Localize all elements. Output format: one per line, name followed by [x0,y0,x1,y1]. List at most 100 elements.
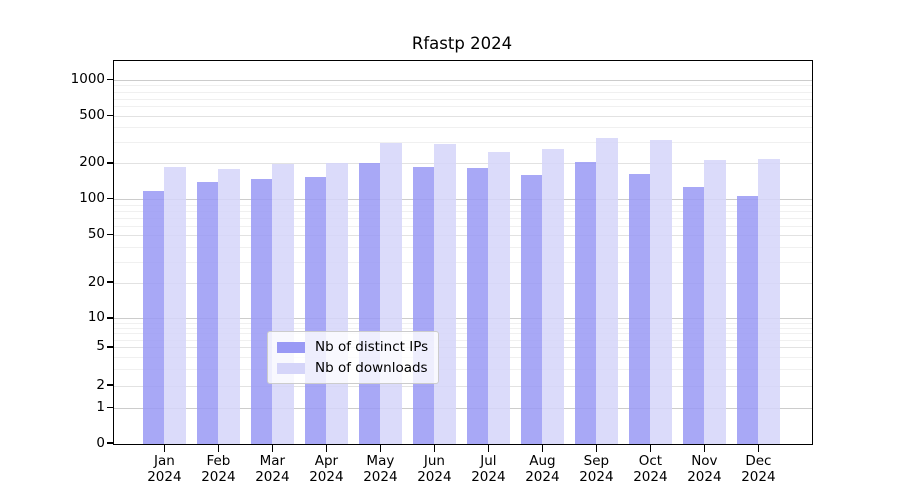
ytick-mark-50 [107,233,114,236]
xtick-mark-aug [541,445,544,452]
bar-downloads-aug [542,149,564,444]
xtick-label-jan: Jan 2024 [132,453,196,485]
gridline-minor-900 [114,85,812,87]
ytick-label-10: 10 [87,309,105,326]
xtick-label-year: 2024 [579,469,614,485]
bar-distinct-ips-jul [466,168,488,444]
xtick-label-apr: Apr 2024 [294,453,358,485]
xtick-label-month: Sep [583,453,610,469]
ytick-mark-1000 [107,78,114,81]
gridline-2 [114,385,812,387]
xtick-label-year: 2024 [471,469,506,485]
xtick-label-nov: Nov 2024 [672,453,736,485]
xtick-label-sep: Sep 2024 [564,453,628,485]
gridline-minor-400 [114,127,812,129]
gridline-minor-60 [114,225,812,227]
ytick-label-2: 2 [96,376,105,393]
ytick-mark-200 [107,162,114,164]
xtick-label-month: Dec [745,453,772,469]
xtick-label-year: 2024 [525,469,560,485]
gridline-minor-8 [114,327,812,329]
gridline-minor-40 [114,246,812,248]
ytick-mark-100 [107,198,114,200]
xtick-mark-feb [217,445,220,452]
ytick-label-1000: 1000 [70,71,105,88]
xtick-label-year: 2024 [687,469,722,485]
gridline-minor-800 [114,91,812,93]
legend-label-downloads: Nb of downloads [315,360,428,376]
bar-downloads-feb [218,169,240,444]
xtick-label-month: May [366,453,395,469]
gridline-5 [114,347,812,349]
gridline-minor-7 [114,333,812,335]
gridline-minor-70 [114,217,812,219]
legend-swatch-distinct-ips [277,341,305,353]
bar-distinct-ips-sep [574,162,596,444]
bar-downloads-dec [758,159,780,444]
xtick-label-month: Aug [529,453,556,469]
xtick-label-month: Apr [314,453,339,469]
xtick-mark-dec [757,445,760,452]
bar-distinct-ips-nov [682,186,704,444]
ytick-label-5: 5 [96,338,105,355]
ytick-label-50: 50 [87,226,105,243]
xtick-label-month: Oct [638,453,663,469]
xtick-mark-sep [595,445,598,452]
bar-downloads-nov [704,159,726,444]
xtick-mark-jan [163,445,166,452]
ytick-label-1: 1 [96,398,105,415]
xtick-label-year: 2024 [741,469,776,485]
gridline-100 [114,199,812,201]
bar-downloads-apr [326,163,348,444]
ytick-label-20: 20 [87,273,105,290]
legend-item-downloads: Nb of downloads [277,360,428,376]
xtick-label-month: Jan [153,453,175,469]
ytick-label-200: 200 [79,154,105,171]
gridline-minor-3 [114,368,812,370]
ytick-label-500: 500 [79,106,105,123]
gridline-1000 [114,80,812,82]
xtick-label-year: 2024 [309,469,344,485]
bar-downloads-jun [434,143,456,444]
gridline-500 [114,115,812,117]
ytick-mark-5 [107,346,114,348]
gridline-20 [114,282,812,284]
legend-item-distinct-ips: Nb of distinct IPs [277,339,428,355]
xtick-mark-jul [487,445,490,452]
bar-distinct-ips-jan [142,190,164,444]
xtick-label-jun: Jun 2024 [402,453,466,485]
xtick-mark-nov [703,445,706,452]
xtick-label-month: Mar [259,453,286,469]
xtick-label-mar: Mar 2024 [240,453,304,485]
xtick-label-aug: Aug 2024 [510,453,574,485]
xtick-label-month: Jun [423,453,445,469]
gridline-1 [114,407,812,409]
legend: Nb of distinct IPs Nb of downloads [267,331,440,384]
xtick-label-feb: Feb 2024 [186,453,250,485]
gridline-200 [114,163,812,165]
ytick-mark-500 [107,114,114,117]
xtick-label-year: 2024 [201,469,236,485]
gridline-10 [114,318,812,320]
bar-distinct-ips-oct [628,174,650,444]
xtick-label-dec: Dec 2024 [726,453,790,485]
xtick-label-may: May 2024 [348,453,412,485]
xtick-label-month: Jul [480,453,497,469]
xtick-label-year: 2024 [255,469,290,485]
xtick-mark-apr [325,445,328,452]
gridline-minor-9 [114,322,812,324]
gridline-minor-6 [114,339,812,341]
xtick-mark-jun [433,445,436,452]
xtick-label-year: 2024 [417,469,452,485]
ytick-mark-0 [107,442,114,444]
gridline-minor-4 [114,356,812,358]
gridline-50 [114,235,812,237]
gridline-minor-700 [114,98,812,100]
bar-distinct-ips-mar [250,179,272,444]
ytick-mark-1 [107,406,114,409]
plot-area [113,60,813,445]
bar-distinct-ips-feb [196,181,218,444]
legend-label-distinct-ips: Nb of distinct IPs [315,339,429,355]
xtick-label-month: Feb [206,453,231,469]
